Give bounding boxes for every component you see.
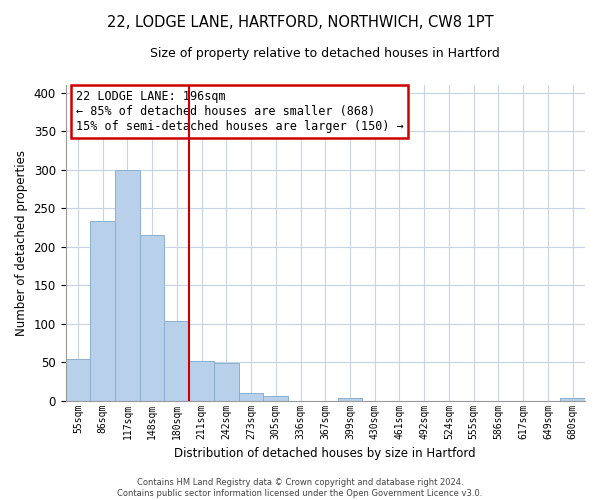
Y-axis label: Number of detached properties: Number of detached properties xyxy=(15,150,28,336)
Bar xyxy=(65,359,90,401)
Bar xyxy=(214,363,239,401)
Bar xyxy=(263,396,288,400)
Text: 22, LODGE LANE, HARTFORD, NORTHWICH, CW8 1PT: 22, LODGE LANE, HARTFORD, NORTHWICH, CW8… xyxy=(107,15,493,30)
Bar xyxy=(115,170,140,400)
Title: Size of property relative to detached houses in Hartford: Size of property relative to detached ho… xyxy=(151,48,500,60)
Bar xyxy=(338,398,362,400)
Bar xyxy=(90,222,115,400)
Bar xyxy=(140,236,164,400)
Text: 22 LODGE LANE: 196sqm
← 85% of detached houses are smaller (868)
15% of semi-det: 22 LODGE LANE: 196sqm ← 85% of detached … xyxy=(76,90,404,133)
Bar xyxy=(239,393,263,400)
Bar xyxy=(560,398,585,400)
Bar xyxy=(164,322,189,400)
Bar xyxy=(189,360,214,401)
X-axis label: Distribution of detached houses by size in Hartford: Distribution of detached houses by size … xyxy=(175,447,476,460)
Text: Contains HM Land Registry data © Crown copyright and database right 2024.
Contai: Contains HM Land Registry data © Crown c… xyxy=(118,478,482,498)
